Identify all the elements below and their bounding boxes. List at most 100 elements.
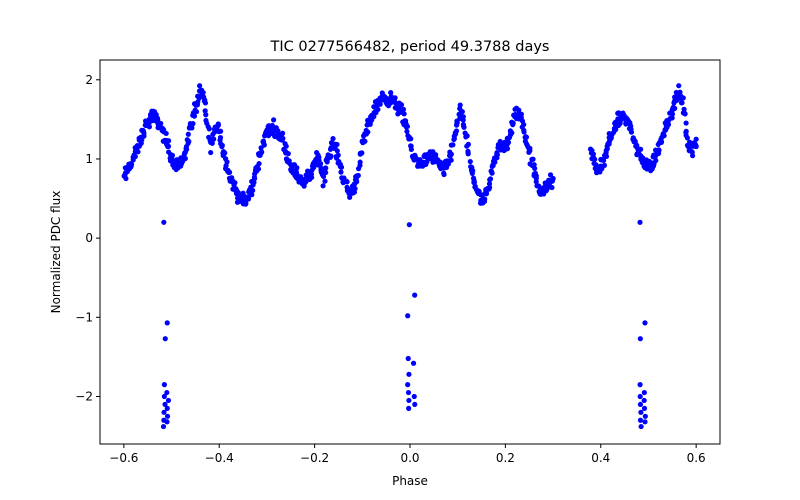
data-point xyxy=(681,106,687,112)
y-tick-label: 2 xyxy=(85,73,93,87)
data-point xyxy=(676,83,682,89)
data-point xyxy=(222,150,228,156)
data-point xyxy=(317,161,324,167)
data-point xyxy=(461,124,467,130)
data-point xyxy=(406,405,412,411)
data-point xyxy=(637,336,643,342)
data-point xyxy=(164,405,170,411)
data-point xyxy=(412,292,418,298)
data-point xyxy=(335,152,341,158)
data-point xyxy=(469,170,475,176)
data-point xyxy=(682,111,688,117)
data-point xyxy=(141,133,147,139)
data-point xyxy=(174,157,180,163)
data-point xyxy=(637,393,643,400)
data-point xyxy=(183,145,189,152)
data-points xyxy=(121,83,699,430)
data-point xyxy=(404,128,410,135)
data-point xyxy=(450,142,456,148)
data-point xyxy=(448,151,454,157)
data-point xyxy=(680,95,686,101)
data-point xyxy=(448,157,454,163)
x-tick-label: −0.4 xyxy=(205,451,234,465)
data-point xyxy=(323,165,329,171)
data-point xyxy=(460,114,466,120)
data-point xyxy=(135,149,141,155)
data-point xyxy=(410,360,417,366)
data-point xyxy=(365,129,371,135)
data-point xyxy=(530,156,536,162)
data-point xyxy=(487,184,493,191)
data-point xyxy=(158,120,164,127)
data-point xyxy=(550,176,556,182)
data-point xyxy=(132,153,138,160)
data-point xyxy=(320,183,326,189)
data-point xyxy=(280,130,286,136)
data-point xyxy=(285,151,291,157)
data-point xyxy=(405,382,411,388)
data-point xyxy=(689,149,695,155)
data-point xyxy=(327,154,334,160)
data-point xyxy=(403,124,409,130)
data-point xyxy=(613,126,619,133)
data-point xyxy=(412,401,418,408)
data-point xyxy=(628,126,634,132)
data-point xyxy=(661,133,667,139)
data-point xyxy=(311,164,317,171)
data-point xyxy=(441,171,447,178)
data-point xyxy=(406,397,412,404)
data-point xyxy=(250,187,256,194)
data-point xyxy=(637,382,643,388)
data-point xyxy=(406,371,412,377)
x-tick-label: −0.6 xyxy=(109,451,138,465)
data-point xyxy=(161,393,167,400)
data-point xyxy=(642,413,648,419)
x-tick-label: 0.2 xyxy=(496,451,515,465)
data-point xyxy=(224,159,230,165)
data-point xyxy=(601,157,607,164)
data-point xyxy=(255,166,262,172)
data-point xyxy=(665,121,672,128)
data-point xyxy=(398,102,405,108)
data-point xyxy=(400,106,407,112)
data-point xyxy=(211,136,217,142)
data-point xyxy=(465,141,471,147)
data-point xyxy=(251,175,258,182)
data-point xyxy=(165,143,172,149)
data-point xyxy=(190,121,196,127)
data-point xyxy=(308,171,315,177)
data-point xyxy=(226,169,233,175)
data-point xyxy=(475,188,482,194)
data-point xyxy=(656,147,662,154)
data-point xyxy=(601,162,608,168)
data-point xyxy=(532,165,538,172)
data-point xyxy=(505,139,512,146)
x-axis: −0.6 −0.4 −0.2 0.0 0.2 0.4 0.6 xyxy=(109,444,706,465)
data-point xyxy=(641,405,648,411)
data-point xyxy=(186,138,192,145)
data-point xyxy=(123,175,129,182)
data-point xyxy=(401,111,407,117)
data-point xyxy=(201,98,207,104)
data-point xyxy=(338,164,345,170)
data-point xyxy=(338,169,344,175)
data-point xyxy=(191,113,198,119)
data-point xyxy=(535,183,541,189)
data-point xyxy=(347,194,353,200)
data-point xyxy=(256,161,262,167)
data-point xyxy=(164,320,170,326)
data-point xyxy=(371,113,377,120)
y-tick-label: −1 xyxy=(75,310,93,324)
data-point xyxy=(637,219,643,225)
data-point xyxy=(139,137,145,143)
data-point xyxy=(322,178,328,184)
data-point xyxy=(197,83,203,89)
data-point xyxy=(509,130,515,136)
data-point xyxy=(375,106,381,113)
data-point xyxy=(693,136,699,142)
data-point xyxy=(658,139,664,146)
data-point xyxy=(590,154,597,160)
x-tick-label: 0.0 xyxy=(400,451,419,465)
